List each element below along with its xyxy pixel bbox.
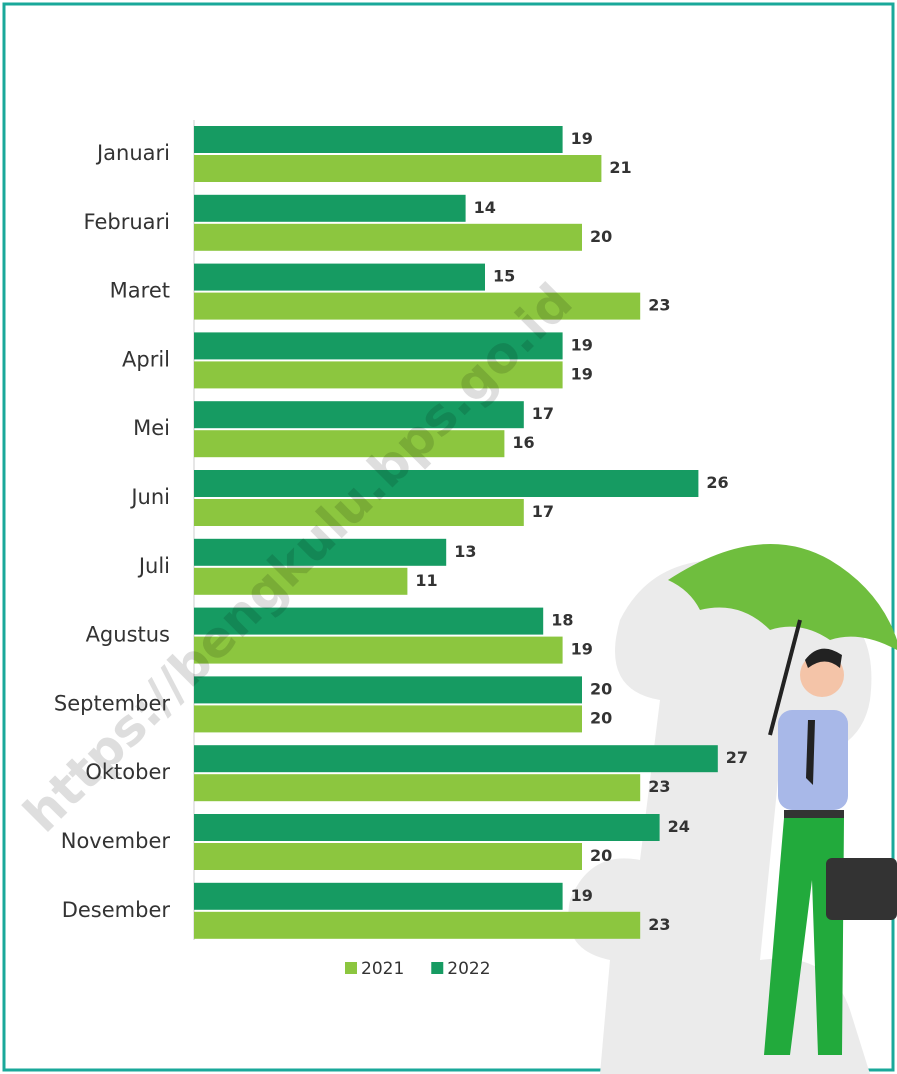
- bar: [194, 676, 582, 704]
- tree-shape: [568, 555, 872, 1074]
- value-label: 23: [648, 296, 670, 315]
- y-tick-label: Juni: [129, 485, 170, 509]
- bar: [194, 194, 466, 222]
- y-tick-label: Desember: [62, 898, 171, 922]
- bar: [194, 430, 505, 458]
- value-label: 11: [415, 571, 437, 590]
- y-tick-label: Oktober: [85, 760, 170, 784]
- legend-swatch: [431, 962, 444, 974]
- illustration: [568, 544, 897, 1074]
- value-label: 16: [512, 433, 534, 452]
- bar: [194, 292, 641, 320]
- value-label: 17: [532, 502, 554, 521]
- bar: [194, 263, 485, 291]
- bar: [194, 499, 524, 526]
- bar: [194, 223, 582, 251]
- value-label: 19: [571, 364, 593, 383]
- bar: [194, 774, 641, 802]
- bar: [194, 607, 544, 635]
- bar: [194, 911, 641, 939]
- y-tick-label: Maret: [110, 279, 170, 303]
- legend-swatch: [345, 962, 357, 974]
- y-tick-label: April: [122, 347, 170, 371]
- bar: [194, 332, 563, 360]
- value-label: 20: [590, 227, 612, 246]
- value-label: 17: [532, 404, 554, 423]
- briefcase: [826, 858, 897, 920]
- bar: [194, 126, 563, 153]
- bar: [194, 538, 447, 566]
- value-label: 19: [571, 886, 593, 905]
- hair: [805, 648, 842, 668]
- bar: [194, 567, 408, 595]
- y-tick-label: Januari: [95, 141, 170, 165]
- legend-label: 2021: [361, 959, 404, 979]
- value-label: 18: [551, 611, 573, 630]
- bar: [194, 155, 602, 182]
- value-label: 19: [571, 640, 593, 659]
- value-label: 26: [706, 473, 728, 492]
- belt: [784, 810, 844, 818]
- value-label: 24: [668, 817, 690, 836]
- value-label: 19: [571, 335, 593, 354]
- value-label: 20: [590, 679, 612, 698]
- bar: [194, 843, 582, 870]
- bar: [194, 882, 563, 910]
- value-label: 13: [454, 542, 476, 561]
- y-tick-label: Agustus: [86, 623, 170, 647]
- y-tick-label: Februari: [84, 210, 170, 234]
- y-tick-label: Juli: [137, 554, 170, 578]
- bar: [194, 745, 718, 773]
- value-label: 20: [590, 846, 612, 865]
- value-label: 21: [609, 158, 631, 177]
- value-label: 23: [648, 777, 670, 796]
- bar: [194, 401, 524, 429]
- value-label: 23: [648, 915, 670, 934]
- bar: [194, 636, 563, 664]
- y-tick-label: Mei: [133, 416, 170, 440]
- umbrella: [668, 544, 897, 650]
- value-label: 15: [493, 267, 515, 286]
- y-tick-label: September: [54, 691, 170, 715]
- umbrella-stick: [768, 619, 802, 736]
- bar: [194, 470, 699, 497]
- bars: 19 21 14 20 15 23 19 19 17 16 26 17 13 11 18 19 20 20 27 23…: [194, 126, 748, 939]
- legend-label: 2022: [447, 959, 490, 979]
- value-label: 20: [590, 708, 612, 727]
- bar: [194, 361, 563, 389]
- trousers: [764, 818, 844, 1055]
- bar: [194, 705, 582, 733]
- value-label: 27: [726, 748, 748, 767]
- value-label: 19: [571, 129, 593, 148]
- value-label: 14: [474, 198, 496, 217]
- y-tick-label: November: [61, 829, 171, 853]
- bar: [194, 814, 660, 841]
- tie: [806, 720, 815, 785]
